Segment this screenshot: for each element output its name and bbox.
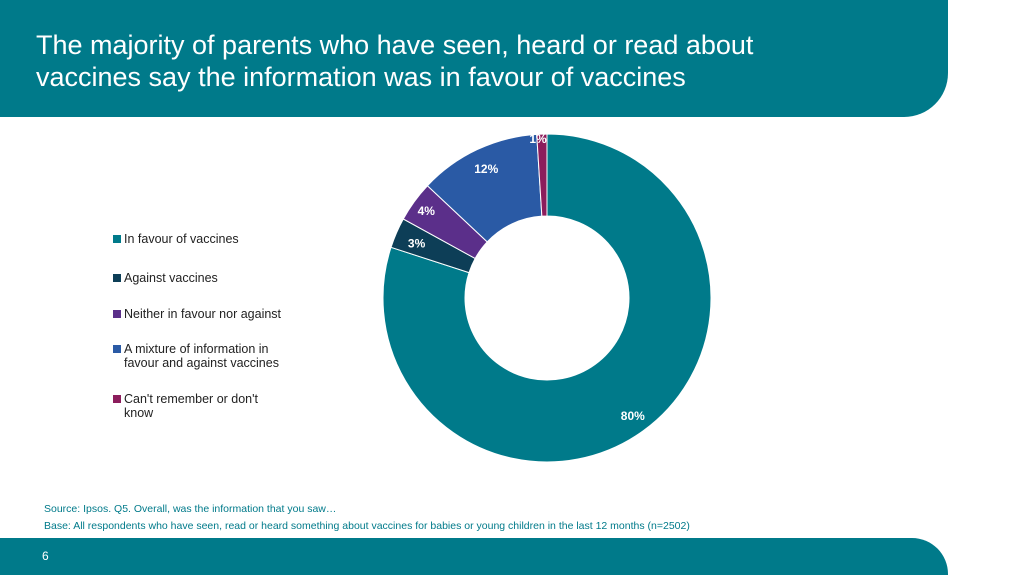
legend-label-against: Against vaccines	[124, 271, 218, 285]
legend-item-dont-know: Can't remember or don't know	[113, 392, 299, 420]
legend-item-neither: Neither in favour nor against	[113, 307, 299, 321]
base-note: Base: All respondents who have seen, rea…	[44, 520, 690, 532]
title-banner	[0, 0, 948, 117]
legend-item-mixture: A mixture of information in favour and a…	[113, 342, 299, 370]
legend-label-neither: Neither in favour nor against	[124, 307, 282, 321]
data-label-in-favour: 80%	[621, 409, 645, 423]
legend-swatch-in-favour	[113, 235, 121, 243]
donut-slice-dont-know	[536, 133, 548, 217]
footer-bar	[0, 538, 948, 575]
legend-label-mixture: A mixture of information in favour and a…	[124, 342, 279, 370]
source-note: Source: Ipsos. Q5. Overall, was the info…	[44, 503, 337, 515]
legend-label-dont-know: Can't remember or don't know	[124, 392, 258, 420]
data-label-against: 3%	[408, 236, 426, 250]
legend-item-in-favour: In favour of vaccines	[113, 232, 299, 246]
legend-swatch-neither	[113, 310, 121, 318]
slide-title: The majority of parents who have seen, h…	[36, 30, 754, 92]
legend-item-against: Against vaccines	[113, 271, 299, 285]
legend-swatch-dont-know	[113, 395, 121, 403]
data-label-dont-know: 1%	[529, 132, 547, 146]
data-label-mixture: 12%	[474, 162, 498, 176]
legend-label-in-favour: In favour of vaccines	[124, 232, 239, 246]
page-number: 6	[42, 549, 49, 563]
data-label-neither: 4%	[418, 204, 436, 218]
legend-swatch-mixture	[113, 345, 121, 353]
donut-slice-in-favour	[382, 133, 712, 463]
legend-swatch-against	[113, 274, 121, 282]
